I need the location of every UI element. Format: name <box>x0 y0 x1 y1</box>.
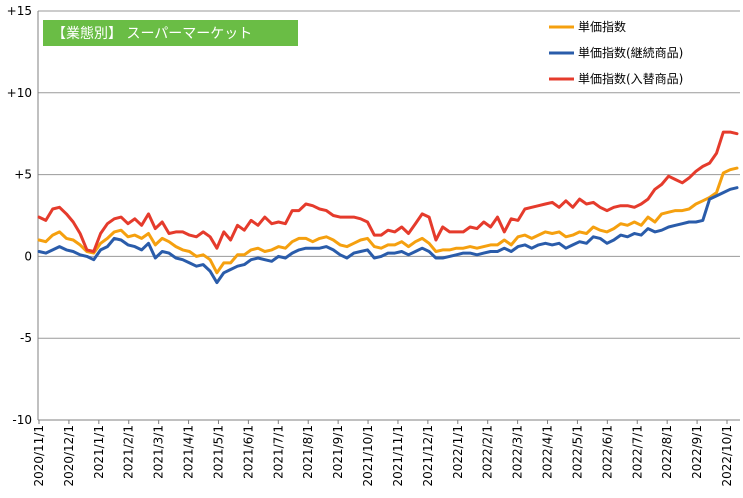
series-line-0 <box>37 166 739 275</box>
x-tick-label: 2020/11/1 <box>32 425 46 487</box>
x-tick-label: 2022/9/1 <box>690 425 704 479</box>
y-tick-label: 0 <box>24 249 32 263</box>
series-lines <box>37 130 739 285</box>
x-tick-label: 2020/12/1 <box>62 425 76 487</box>
x-tick-label: 2021/10/1 <box>361 425 375 487</box>
x-tick-label: 2021/3/1 <box>152 425 166 479</box>
x-tick-label: 2021/5/1 <box>211 425 225 479</box>
x-tick-label: 2021/9/1 <box>331 425 345 479</box>
legend-label-2: 単価指数(入替商品) <box>578 71 683 86</box>
x-tick-label: 2022/8/1 <box>660 425 674 479</box>
series-line-1 <box>37 186 739 285</box>
x-tick-label: 2022/7/1 <box>630 425 644 479</box>
x-tick-label: 2022/5/1 <box>570 425 584 479</box>
x-tick-label: 2022/2/1 <box>481 425 495 479</box>
y-tick-label: +10 <box>7 86 32 100</box>
axes <box>37 11 740 421</box>
x-tick-label: 2021/6/1 <box>241 425 255 479</box>
series-line-2 <box>37 130 739 253</box>
x-tick-label: 2021/2/1 <box>122 425 136 479</box>
legend-label-0: 単価指数 <box>578 19 626 34</box>
chart-title: 【業態別】 スーパーマーケット <box>52 26 252 42</box>
y-axis-ticks: +15 +10 +5 0 -5 -10 <box>7 4 32 427</box>
x-tick-label: 2022/6/1 <box>600 425 614 479</box>
y-tick-label: -10 <box>12 413 32 427</box>
legend-label-1: 単価指数(継続商品) <box>578 45 683 60</box>
y-tick-label: +15 <box>7 4 32 18</box>
x-tick-label: 2021/12/1 <box>421 425 435 487</box>
x-tick-label: 2021/8/1 <box>301 425 315 479</box>
y-tick-label: +5 <box>14 168 32 182</box>
title-background <box>43 20 298 46</box>
x-tick-label: 2022/1/1 <box>451 425 465 479</box>
x-tick-label: 2022/4/1 <box>541 425 555 479</box>
chart-title-box: 【業態別】 スーパーマーケット <box>43 20 298 46</box>
x-tick-label: 2021/7/1 <box>271 425 285 479</box>
y-tick-label: -5 <box>20 331 32 345</box>
x-tick-label: 2021/11/1 <box>391 425 405 487</box>
x-tick-label: 2021/1/1 <box>92 425 106 479</box>
x-tick-label: 2022/3/1 <box>511 425 525 479</box>
x-axis-ticks: 2020/11/1 2020/12/1 2021/1/1 2021/2/1 2021/3… <box>32 420 734 487</box>
x-tick-label: 2022/10/1 <box>720 425 734 487</box>
x-tick-label: 2021/4/1 <box>182 425 196 479</box>
